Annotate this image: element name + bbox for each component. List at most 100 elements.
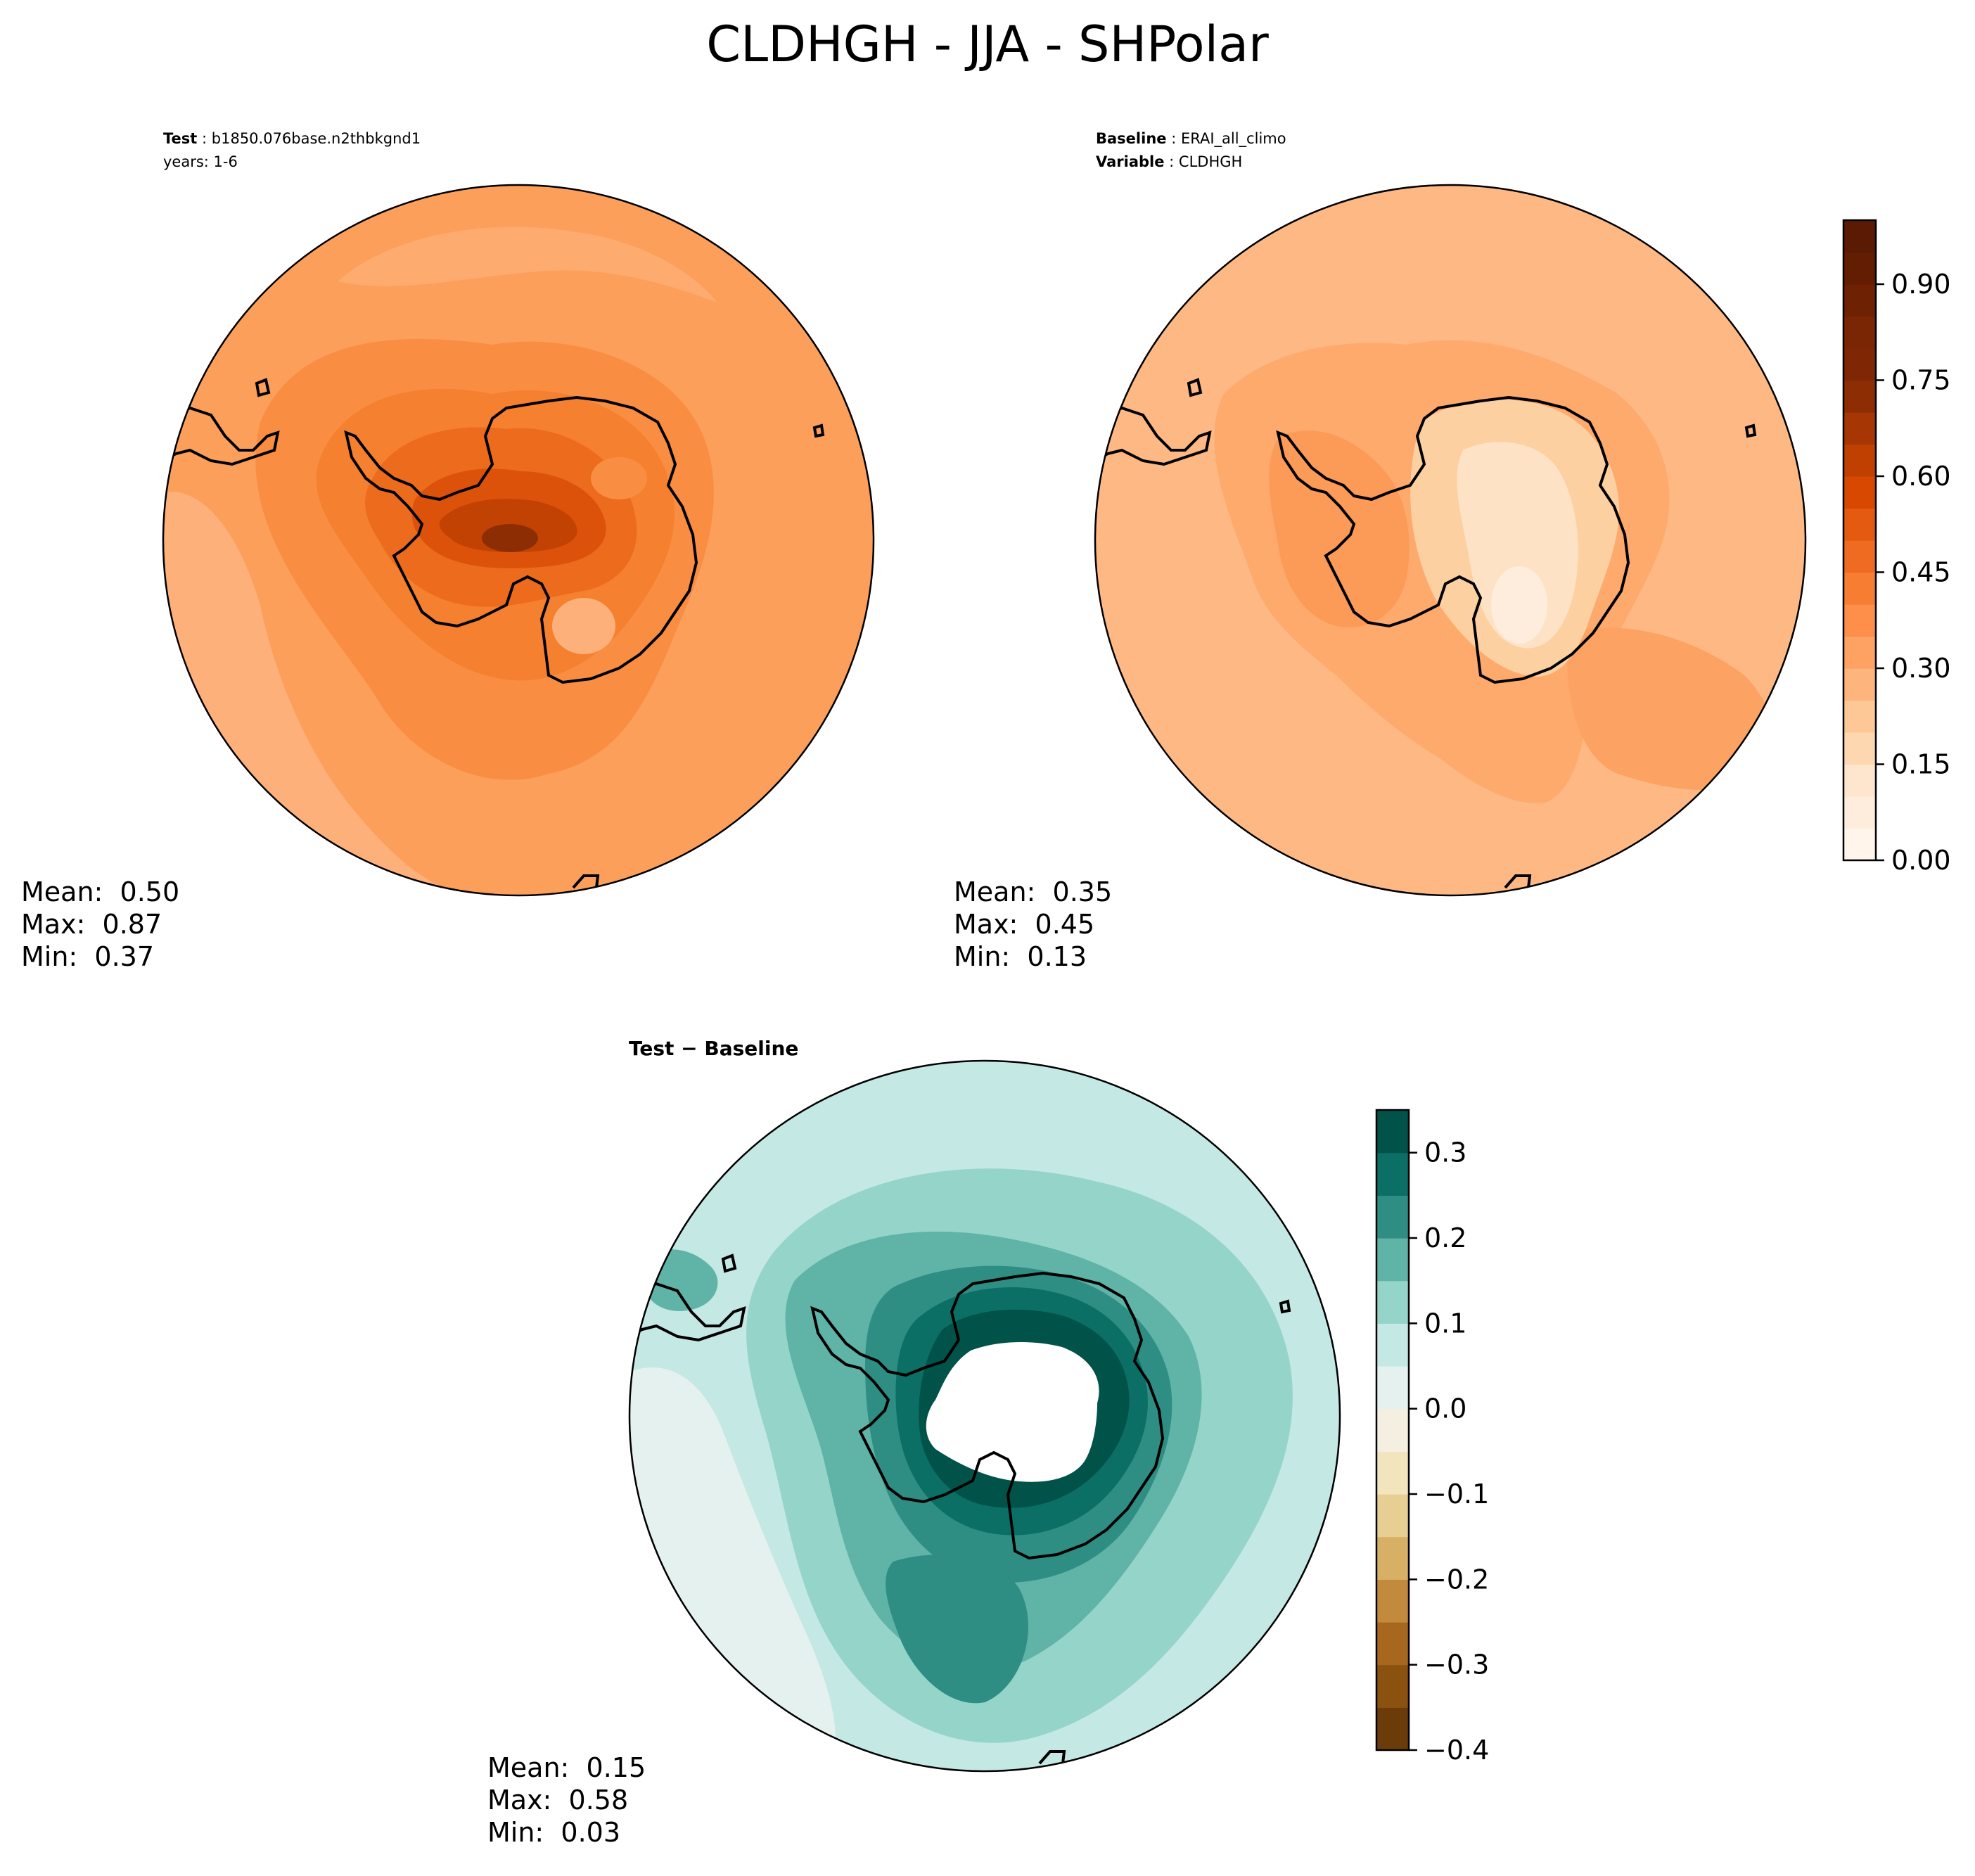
diff-min-label: Min: (487, 1817, 544, 1848)
diff-max-value: 0.58 (568, 1785, 629, 1816)
baseline-field-band-left (1269, 430, 1410, 627)
diff-island-3 (1038, 1750, 1066, 1765)
test-mean-value: 0.50 (120, 876, 180, 907)
diff-island-2 (1279, 1299, 1291, 1314)
main-colorbar-color-segment (1843, 220, 1876, 253)
baseline-panel-header: Baseline : ERAI_all_climo Variable : CLD… (1096, 130, 1286, 170)
diff-stats: Mean: 0.15 Max: 0.58 Min: 0.03 (487, 1751, 646, 1849)
test-south-america-coastline (163, 406, 280, 466)
baseline-island-3 (1504, 874, 1532, 889)
baseline-max-label: Max: (954, 909, 1018, 940)
main-colorbar: 0.00 0.15 0.30 0.45 0.60 0.75 0.90 (1842, 219, 1951, 876)
main-colorbar-color-segment (1843, 508, 1876, 541)
main-colorbar-color-segment (1843, 476, 1876, 509)
baseline-max-row: Max: 0.45 (954, 908, 1112, 940)
variable-header-value: CLDHGH (1178, 153, 1243, 170)
difference-colorbar-color-segment (1376, 1152, 1409, 1196)
test-max-label: Max: (21, 909, 86, 940)
test-map (162, 184, 875, 897)
difference-colorbar-color-segment (1376, 1110, 1409, 1154)
diff-min-row: Min: 0.03 (487, 1816, 646, 1849)
main-colorbar-color-segment (1843, 380, 1876, 413)
diff-field-missing-region (926, 1342, 1099, 1482)
baseline-mean-value: 0.35 (1052, 876, 1113, 907)
difference-colorbar-color-segment (1376, 1323, 1409, 1367)
difference-colorbar-tick-label: 0.1 (1424, 1308, 1466, 1339)
diff-field-band-3b (886, 1555, 1028, 1704)
test-island-2 (812, 423, 825, 438)
baseline-island-2 (1744, 423, 1757, 438)
difference-colorbar-color-segment (1376, 1195, 1409, 1239)
difference-map (628, 1059, 1341, 1773)
main-colorbar-color-segment (1843, 764, 1876, 797)
diff-mean-value: 0.15 (586, 1752, 646, 1783)
difference-colorbar-tick-label: −0.4 (1424, 1735, 1489, 1766)
test-island-1 (255, 378, 271, 397)
baseline-field-core-pale (1491, 566, 1547, 644)
diff-mean-label: Mean: (487, 1752, 570, 1783)
diff-south-america-coastline (629, 1282, 746, 1342)
difference-colorbar-tick-label: −0.2 (1424, 1564, 1489, 1595)
main-colorbar-tick-label: 0.60 (1891, 461, 1951, 492)
test-max-row: Max: 0.87 (21, 908, 179, 940)
diff-max-label: Max: (487, 1785, 552, 1816)
main-colorbar-color-segment (1843, 284, 1876, 317)
figure-title: CLDHGH - JJA - SHPolar (706, 15, 1269, 73)
main-colorbar-color-segment (1843, 732, 1876, 765)
difference-colorbar-color-segment (1376, 1408, 1409, 1452)
baseline-header-label: Baseline (1096, 130, 1167, 147)
test-header-value: b1850.076base.n2thbkgnd1 (211, 130, 421, 147)
test-max-value: 0.87 (102, 909, 162, 940)
main-colorbar-color-segment (1843, 412, 1876, 445)
diff-antarctica-coastline (810, 1271, 1165, 1560)
difference-colorbar-tick-label: 0.3 (1424, 1137, 1466, 1168)
baseline-antarctica-coastline (1276, 395, 1630, 684)
baseline-island-1 (1187, 378, 1203, 397)
difference-colorbar-color-segment (1376, 1451, 1409, 1495)
diff-max-row: Max: 0.58 (487, 1784, 646, 1816)
test-field-band-outer-top (338, 226, 717, 302)
baseline-min-value: 0.13 (1027, 941, 1087, 972)
difference-colorbar-tick-label: −0.3 (1424, 1650, 1489, 1680)
variable-header-label: Variable (1096, 153, 1165, 170)
test-field-pale-spot (552, 598, 615, 654)
difference-colorbar-color-segment (1376, 1238, 1409, 1282)
main-colorbar-tick-label: 0.30 (1891, 653, 1951, 684)
test-mean-label: Mean: (21, 876, 103, 907)
diff-panel-header: Test − Baseline (629, 1037, 798, 1060)
difference-map-boundary (628, 1059, 1341, 1773)
diff-min-value: 0.03 (561, 1817, 621, 1848)
main-colorbar-color-segment (1843, 668, 1876, 701)
test-panel-header: Test : b1850.076base.n2thbkgnd1 years: 1… (163, 130, 421, 170)
test-antarctica-coastline (344, 395, 698, 684)
test-mean-row: Mean: 0.50 (21, 876, 179, 908)
baseline-map-boundary (1094, 184, 1807, 897)
main-colorbar-tick-label: 0.90 (1891, 269, 1951, 300)
main-colorbar-color-segment (1843, 444, 1876, 477)
main-colorbar-color-segment (1843, 796, 1876, 829)
baseline-mean-label: Mean: (954, 876, 1036, 907)
baseline-field-continent-paler (1457, 442, 1578, 649)
difference-colorbar: −0.4 −0.3 −0.2 −0.1 0.0 0.1 0.2 0.3 (1375, 1109, 1489, 1766)
main-colorbar-frame (1842, 219, 1877, 862)
main-colorbar-color-segment (1843, 316, 1876, 349)
difference-colorbar-color-segment (1376, 1536, 1409, 1580)
baseline-min-label: Min: (954, 941, 1011, 972)
difference-colorbar-color-segment (1376, 1366, 1409, 1410)
test-header-years: years: 1-6 (163, 153, 238, 170)
difference-colorbar-tick-label: 0.2 (1424, 1223, 1466, 1253)
difference-colorbar-color-segment (1376, 1579, 1409, 1623)
baseline-south-america-coastline (1095, 406, 1212, 466)
test-min-row: Min: 0.37 (21, 940, 179, 973)
difference-colorbar-color-segment (1376, 1622, 1409, 1666)
main-colorbar-color-segment (1843, 540, 1876, 573)
baseline-field-band-right (1567, 627, 1774, 791)
test-stats: Mean: 0.50 Max: 0.87 Min: 0.37 (21, 876, 179, 973)
diff-mean-row: Mean: 0.15 (487, 1751, 646, 1784)
main-colorbar-tick-label: 0.45 (1891, 557, 1951, 588)
difference-colorbar-tick-label: 0.0 (1424, 1393, 1466, 1424)
difference-colorbar-color-segment (1376, 1494, 1409, 1538)
difference-colorbar-color-segment (1376, 1280, 1409, 1324)
baseline-min-row: Min: 0.13 (954, 940, 1112, 973)
